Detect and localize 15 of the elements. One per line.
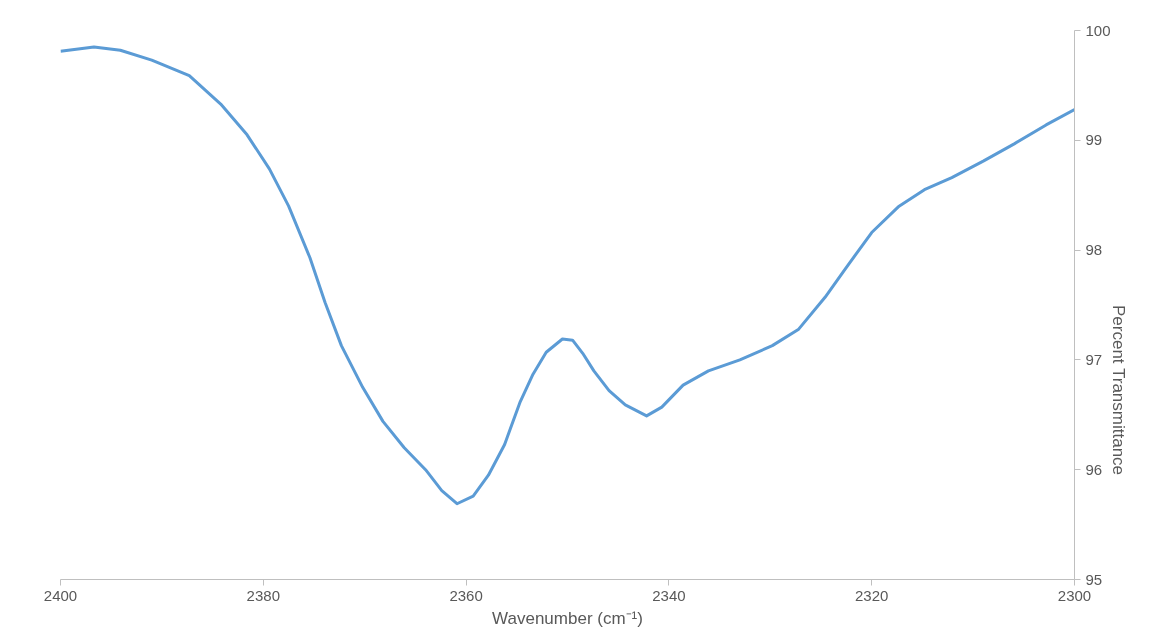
x-tick-label: 2360 — [449, 586, 483, 604]
x-axis-title: Wavenumber (cm⁻¹) — [492, 608, 643, 628]
x-tick-label: 2380 — [246, 586, 280, 604]
y-tick-label: 97 — [1085, 350, 1103, 368]
y-tick-label: 98 — [1085, 241, 1103, 259]
x-tick-label: 2300 — [1057, 586, 1092, 604]
y-tick-label: 96 — [1085, 460, 1103, 478]
x-tick-label: 2320 — [855, 586, 889, 604]
y-tick-label: 99 — [1085, 131, 1103, 149]
y-tick-label: 95 — [1085, 570, 1103, 588]
line-series — [60, 45, 1075, 506]
y-tick-label: 100 — [1085, 21, 1111, 39]
x-tick-label: 2400 — [43, 586, 78, 604]
y-axis-title: Percent Transmittance — [1109, 305, 1129, 476]
x-tick-label: 2340 — [652, 586, 686, 604]
